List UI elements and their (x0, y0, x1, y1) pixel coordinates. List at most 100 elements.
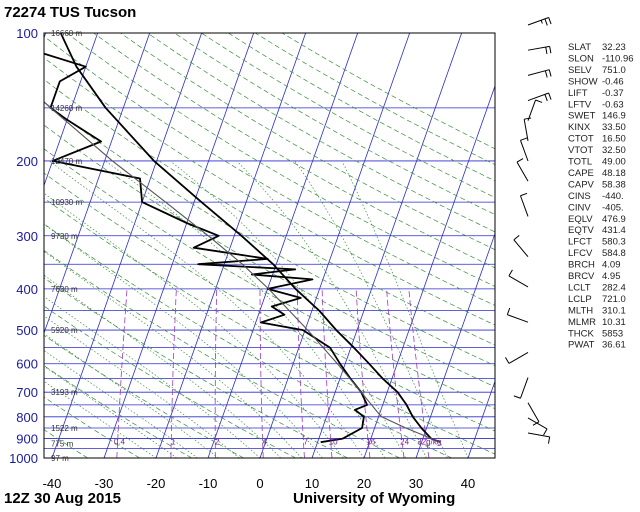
wind-barb (527, 417, 548, 436)
wind-barb-staff (520, 377, 529, 399)
pressure-tick-label: 800 (16, 410, 38, 425)
wind-barb-staff (527, 432, 550, 438)
wind-barb (523, 117, 532, 141)
wind-barb (520, 192, 529, 217)
wind-barb-staff (508, 351, 529, 364)
wind-barb-staff (527, 402, 540, 423)
temperature-tick-label: 10 (305, 476, 319, 491)
wind-barb-flag (532, 421, 540, 426)
index-value: 584.8 (602, 248, 626, 259)
height-label: 9730 m (51, 232, 78, 241)
dry-adiabat-line (120, 33, 495, 251)
plot-frame (43, 32, 496, 459)
wind-barb-flag (520, 137, 528, 141)
height-label: 1522 m (51, 424, 78, 433)
profile-line (44, 101, 441, 443)
mixing-ratio-line (296, 288, 305, 458)
profile-line (44, 52, 368, 444)
index-value: 36.61 (602, 340, 626, 351)
wind-barb-flag (543, 428, 548, 436)
index-label: TOTL (568, 157, 592, 168)
wind-barb-flag (505, 357, 510, 364)
dry-adiabat-line (93, 33, 495, 269)
isotherm-line (415, 232, 495, 458)
moist-adiabat-line (294, 160, 448, 458)
wind-barb-flag (544, 70, 548, 78)
isotherm-line (155, 33, 307, 458)
moist-adiabat-line (341, 160, 469, 458)
height-label: 5920 m (51, 326, 78, 335)
pressure-tick-label: 400 (16, 282, 38, 297)
chart-subtitle: 12Z 30 Aug 2015 (4, 490, 121, 507)
moist-adiabat-line (44, 333, 219, 458)
wind-barb-flag (548, 17, 552, 25)
wind-barb-flag (506, 307, 511, 315)
index-value: 48.18 (602, 168, 626, 179)
dry-adiabat-line (44, 223, 452, 458)
mixing-ratio-label: 10 (329, 438, 338, 447)
chart-title: 72274 TUS Tucson (4, 4, 136, 21)
mixing-ratio-label: 1 (171, 438, 176, 447)
chart-credit: University of Wyoming (293, 490, 455, 507)
index-label: THCK (568, 328, 595, 339)
dry-adiabat-line (44, 249, 400, 458)
wind-barb-staff (523, 119, 529, 141)
isotherm-line (51, 33, 203, 458)
dry-adiabat-line (44, 396, 140, 458)
height-label: 775 m (51, 440, 74, 449)
pressure-tick-label: 300 (16, 229, 38, 244)
index-label: CTOT (568, 134, 594, 145)
index-label: CAPV (568, 179, 595, 190)
mixing-ratio-line (116, 288, 128, 458)
index-value: 58.38 (602, 179, 626, 190)
index-value: 4.95 (602, 271, 621, 282)
wind-barb-staff (507, 314, 529, 323)
index-label: LFCT (568, 237, 592, 248)
wind-barb (527, 99, 543, 121)
index-label: SWET (568, 111, 596, 122)
index-value: 751.0 (602, 65, 626, 76)
index-value: 431.4 (602, 225, 626, 236)
index-value: -405. (602, 202, 624, 213)
isotherm-line (311, 33, 463, 458)
index-value: -0.46 (602, 76, 624, 87)
dry-adiabat-line (44, 305, 296, 458)
index-label: SHOW (568, 76, 598, 87)
mixing-ratio-label: 2 (215, 438, 220, 447)
background-lines (44, 33, 495, 458)
dry-adiabat-line (174, 33, 495, 215)
wind-barb (508, 269, 529, 288)
index-value: 282.4 (602, 282, 626, 293)
dry-adiabat-line (66, 33, 495, 287)
dry-adiabat-line (44, 172, 495, 432)
moist-adiabat-line (48, 160, 365, 458)
wind-barb (520, 137, 529, 162)
index-label: CINV (568, 202, 591, 213)
mixing-ratio-line (386, 288, 405, 458)
pressure-tick-label: 500 (16, 323, 38, 338)
pressure-tick-label: 900 (16, 432, 38, 447)
profile-line (59, 33, 441, 444)
wind-barb-staff (527, 17, 549, 26)
wind-barb-flag (545, 46, 548, 55)
temperature-tick-label: 0 (256, 476, 263, 491)
wind-barb-staff (527, 45, 550, 51)
wind-barb-flag (544, 18, 548, 26)
wind-barb-flag (513, 395, 521, 399)
wind-barb-flag (549, 46, 552, 54)
wind-barb (527, 92, 552, 102)
wind-barb (513, 377, 529, 399)
index-label: PWAT (568, 340, 595, 351)
height-label: 14260 m (51, 104, 82, 113)
wind-barb (527, 432, 551, 444)
wind-barb (527, 402, 540, 426)
moist-adiabat-line (236, 160, 427, 458)
index-value: -0.63 (602, 99, 624, 110)
wind-barb (527, 45, 552, 55)
wind-barb (527, 17, 552, 26)
dry-adiabat-line (44, 124, 495, 388)
mixing-ratio-label: 4 (263, 438, 268, 447)
index-label: BRCV (568, 271, 595, 282)
index-label: EQLV (568, 214, 593, 225)
index-label: BRCH (568, 260, 595, 271)
